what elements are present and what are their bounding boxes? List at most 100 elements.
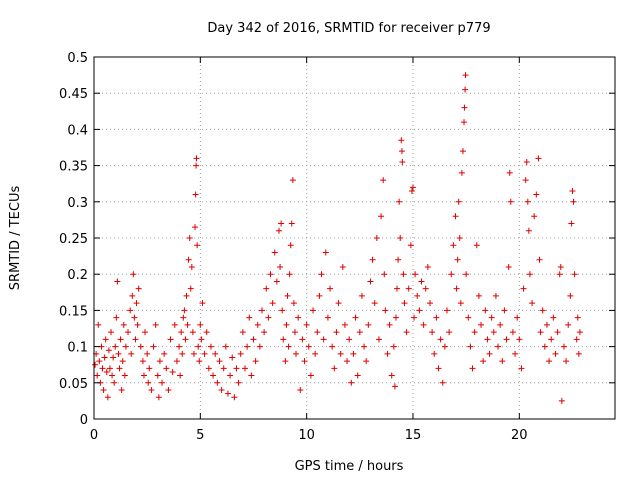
data-point	[348, 379, 355, 386]
x-tick-label: 10	[298, 428, 315, 443]
data-point	[437, 336, 444, 343]
data-point	[178, 329, 185, 336]
data-point	[135, 285, 142, 292]
data-point	[386, 321, 393, 328]
data-point	[104, 394, 111, 401]
data-point	[169, 368, 176, 375]
data-point	[263, 285, 270, 292]
data-point	[367, 278, 374, 285]
data-point	[177, 372, 184, 379]
data-point	[400, 271, 407, 278]
data-point	[384, 350, 391, 357]
data-point	[146, 365, 153, 372]
data-point	[550, 314, 557, 321]
data-point	[303, 321, 310, 328]
data-point	[312, 350, 319, 357]
data-point	[411, 314, 418, 321]
data-point	[267, 271, 274, 278]
y-tick-label: 0.2	[67, 268, 88, 283]
data-point	[531, 213, 538, 220]
data-point	[250, 336, 257, 343]
data-point	[514, 314, 521, 321]
data-point	[525, 227, 532, 234]
data-point	[258, 307, 265, 314]
data-point	[324, 314, 331, 321]
data-point	[186, 235, 193, 241]
data-point	[220, 365, 227, 372]
data-point	[503, 336, 510, 343]
data-point	[183, 292, 190, 299]
data-point	[144, 350, 151, 357]
data-point	[214, 379, 221, 386]
data-point	[108, 329, 115, 336]
data-point	[554, 329, 561, 336]
data-point	[363, 358, 370, 365]
data-point	[137, 343, 144, 350]
data-point	[484, 336, 491, 343]
data-point	[185, 256, 192, 263]
data-point	[125, 329, 132, 336]
data-point	[289, 177, 296, 184]
data-point	[278, 220, 285, 227]
data-point	[103, 368, 110, 375]
y-tick-label: 0.45	[59, 87, 88, 102]
data-point	[397, 235, 404, 241]
data-point	[526, 271, 533, 278]
data-point	[152, 321, 159, 328]
data-point	[382, 307, 389, 314]
data-point	[563, 358, 570, 365]
data-point	[461, 104, 468, 111]
data-point	[457, 300, 464, 307]
data-point	[173, 358, 180, 365]
data-point	[271, 249, 278, 256]
data-point	[102, 336, 109, 343]
data-point	[409, 184, 416, 191]
data-point	[354, 372, 361, 379]
data-point	[560, 343, 567, 350]
data-point	[391, 383, 398, 390]
data-point	[288, 220, 295, 227]
data-point	[148, 387, 155, 394]
data-point	[556, 271, 563, 278]
data-point	[156, 358, 163, 365]
data-point	[369, 256, 376, 263]
data-point	[352, 314, 359, 321]
data-point	[552, 350, 559, 357]
data-point	[497, 321, 504, 328]
data-point	[565, 321, 572, 328]
data-point	[506, 169, 513, 176]
data-point	[350, 350, 357, 357]
data-point	[361, 343, 368, 350]
data-point	[305, 343, 312, 350]
data-point	[522, 177, 529, 184]
data-point	[536, 256, 543, 263]
data-point	[163, 365, 170, 372]
data-point	[244, 343, 251, 350]
data-point	[341, 321, 348, 328]
data-point	[192, 191, 199, 198]
data-point	[320, 336, 327, 343]
x-axis: 0 5 10 15 20	[90, 57, 528, 443]
x-tick-label: 5	[196, 428, 204, 443]
data-point	[159, 379, 166, 386]
data-point	[486, 350, 493, 357]
data-point	[310, 307, 317, 314]
data-point	[454, 256, 461, 263]
data-point	[455, 198, 462, 205]
data-point	[444, 307, 451, 314]
data-point	[462, 72, 469, 79]
data-point	[499, 358, 506, 365]
data-point	[261, 329, 268, 336]
data-point	[154, 372, 161, 379]
y-axis: 0 0.05 0.1 0.15 0.2 0.25 0.3 0.35 0.4 0.45 0.5	[59, 51, 615, 428]
data-point	[316, 292, 323, 299]
y-tick-label: 0.1	[67, 341, 88, 356]
data-point	[155, 394, 162, 401]
data-point	[380, 177, 387, 184]
data-point	[182, 336, 189, 343]
data-point	[318, 271, 325, 278]
data-point	[110, 354, 117, 361]
data-point	[322, 249, 329, 256]
data-point	[505, 263, 512, 270]
